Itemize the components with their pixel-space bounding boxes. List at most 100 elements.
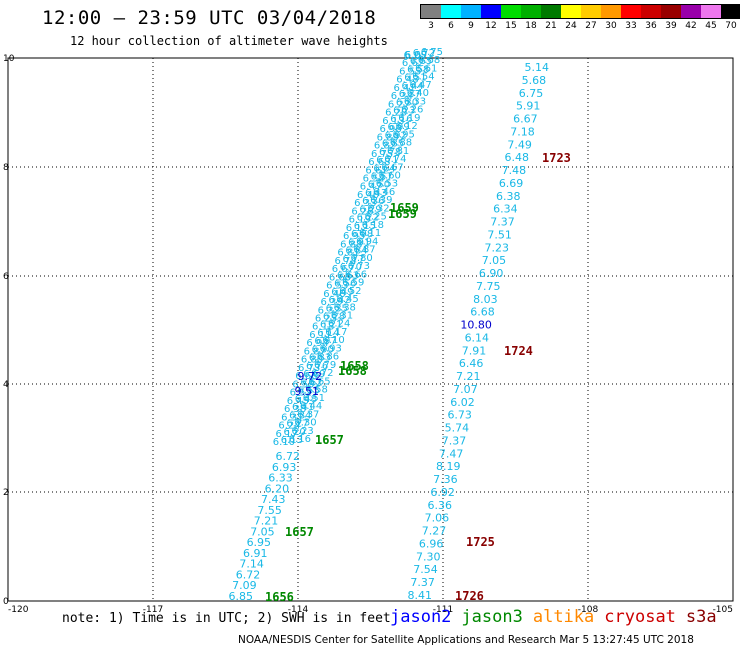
swh-value-dense: 6.22 xyxy=(357,213,379,224)
swh-value-dense: 6.40 xyxy=(357,190,379,201)
swh-value: 6.72 xyxy=(276,450,301,463)
pass-time-label: 1725 xyxy=(466,535,495,549)
swh-value-dense: 6.53 xyxy=(376,179,398,190)
swh-value: 6.95 xyxy=(247,536,272,549)
swh-value-dense: 6.16 xyxy=(289,434,311,445)
swh-value: 7.30 xyxy=(416,550,441,563)
swh-value-dense: 6.72 xyxy=(311,368,333,379)
legend-label: 33 xyxy=(625,21,637,31)
swh-value-dense: 6.59 xyxy=(292,379,314,390)
swh-value-dense: 6.13 xyxy=(382,116,404,127)
swh-value-dense: 6.77 xyxy=(343,254,365,265)
swh-value: 6.68 xyxy=(470,306,495,319)
swh-value-dense: 6.96 xyxy=(379,124,401,135)
swh-value-dense: 6.60 xyxy=(379,171,401,182)
legend-swatch xyxy=(661,5,681,18)
footer-note: note: 1) Time is in UTC; 2) SWH is in fe… xyxy=(62,611,391,626)
swh-value-dense: 6.13 xyxy=(281,435,303,446)
swh-value-dense: 6.83 xyxy=(309,353,331,364)
swh-value-dense: 6.30 xyxy=(396,97,418,108)
swh-value: 5.14 xyxy=(525,61,550,74)
legend-swatch xyxy=(561,5,581,18)
swh-value: 6.38 xyxy=(496,190,521,203)
swh-value-dense: 6.72 xyxy=(413,48,435,59)
satellite-altika: altika xyxy=(532,607,595,627)
swh-value: 7.21 xyxy=(254,515,279,528)
swh-value-dense: 6.78 xyxy=(379,147,401,158)
legend-label: 27 xyxy=(585,21,597,31)
legend-label: 30 xyxy=(605,21,617,31)
swh-value-dense: 6.12 xyxy=(395,121,417,132)
swh-value: 6.14 xyxy=(465,331,490,344)
swh-value-dense: 6.64 xyxy=(373,163,395,174)
satellite-s3a: s3a xyxy=(685,607,717,627)
legend-swatch xyxy=(581,5,601,18)
y-tick-label: 8 xyxy=(3,163,9,173)
pass-time-label: 1658 xyxy=(340,359,369,373)
pass-time-label: 1724 xyxy=(504,344,533,358)
swh-value-dense: 6.28 xyxy=(323,311,345,322)
swh-value-dense: 6.44 xyxy=(402,81,424,92)
swh-value: 7.09 xyxy=(232,579,257,592)
swh-value-dense: 6.73 xyxy=(348,261,370,272)
swh-value-dense: 6.67 xyxy=(381,162,403,173)
swh-value: 6.96 xyxy=(419,537,444,550)
swh-value-dense: 6.38 xyxy=(284,404,306,415)
plot-frame xyxy=(7,57,734,602)
swh-value-dense: 6.80 xyxy=(351,253,373,264)
swh-value-dense: 6.45 xyxy=(287,396,309,407)
legend-label: 6 xyxy=(448,21,454,31)
page-title: 12:00 – 23:59 UTC 03/04/2018 xyxy=(42,7,377,29)
swh-value-dense: 6.46 xyxy=(323,289,345,300)
swh-value-dense: 6.75 xyxy=(421,47,443,58)
swh-value-dense: 6.98 xyxy=(351,229,373,240)
swh-value-dense: 6.37 xyxy=(297,409,319,420)
swh-value-dense: 6.99 xyxy=(387,122,409,133)
swh-value-dense: 6.57 xyxy=(371,172,393,183)
swh-value-dense: 6.58 xyxy=(306,385,328,396)
swh-value-dense: 6.66 xyxy=(345,269,367,280)
swh-value: 7.07 xyxy=(453,383,478,396)
swh-value-dense: 6.20 xyxy=(385,108,407,119)
y-tick-label: 2 xyxy=(3,488,9,498)
swh-value-dense: 6.54 xyxy=(412,72,434,83)
swh-value-dense: 6.11 xyxy=(309,330,331,341)
legend-label: 39 xyxy=(665,21,677,31)
satellite-cryosat: cryosat xyxy=(604,607,676,627)
legend-label: 9 xyxy=(468,21,474,31)
swh-value-dense: 6.24 xyxy=(278,421,300,432)
swh-value-dense: 6.54 xyxy=(363,174,385,185)
swh-value-dense: 6.55 xyxy=(298,386,320,397)
swh-value: 7.47 xyxy=(439,447,464,460)
legend-swatch xyxy=(681,5,701,18)
swh-value-dense: 6.58 xyxy=(407,64,429,75)
legend-swatch xyxy=(421,5,441,18)
y-tick-label: 4 xyxy=(3,380,9,390)
satellite-legend: jason2 jason3 altika cryosat s3a xyxy=(390,607,727,627)
swh-value-dense: 6.18 xyxy=(362,220,384,231)
x-tick-label: -114 xyxy=(288,605,309,615)
swh-value: 6.85 xyxy=(229,590,254,603)
legend-swatch xyxy=(641,5,661,18)
swh-value-dense: 6.75 xyxy=(371,149,393,160)
swh-value-dense: 6.62 xyxy=(300,377,322,388)
swh-value-dense: 6.10 xyxy=(273,437,295,448)
swh-value: 6.69 xyxy=(499,177,524,190)
swh-value-dense: 6.69 xyxy=(405,50,427,61)
swh-value-dense: 6.70 xyxy=(340,262,362,273)
swh-value-dense: 6.30 xyxy=(294,418,316,429)
swh-value: 6.07 xyxy=(404,49,429,62)
swh-value-dense: 6.39 xyxy=(370,195,392,206)
swh-value-dense: 6.17 xyxy=(325,327,347,338)
swh-value: 8.19 xyxy=(436,460,461,473)
swh-value: 7.05 xyxy=(250,525,275,538)
swh-value-dense: 6.86 xyxy=(317,352,339,363)
y-tick-label: 0 xyxy=(3,597,9,607)
swh-value-dense: 6.88 xyxy=(340,239,362,250)
swh-value: 7.14 xyxy=(239,558,264,571)
footer-credit: NOAA/NESDIS Center for Satellite Applica… xyxy=(238,634,694,646)
swh-value-dense: 6.21 xyxy=(320,320,342,331)
swh-value-dense: 6.39 xyxy=(320,297,342,308)
